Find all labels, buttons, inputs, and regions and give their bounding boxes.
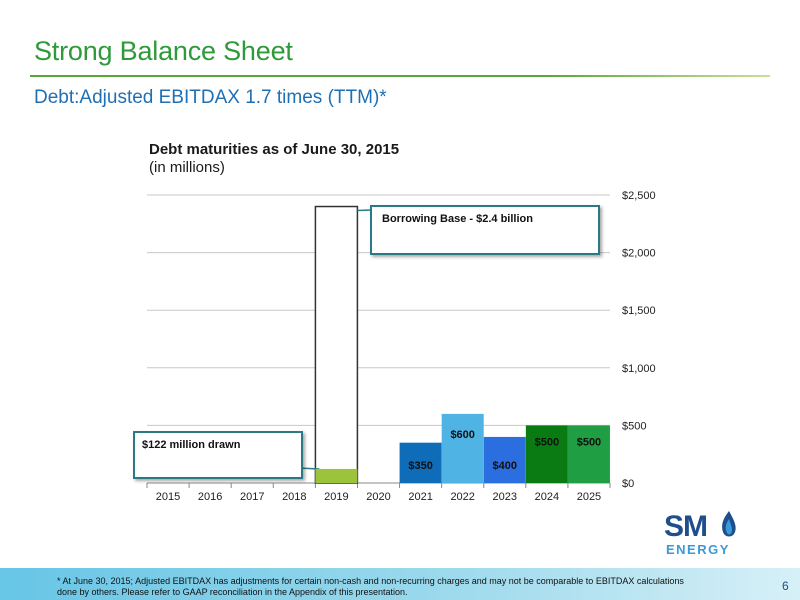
footer-bar [0,568,800,600]
data-label-2021: $350 [408,460,432,472]
y-tick-label: $1,500 [622,305,656,317]
y-tick-label: $1,000 [622,363,656,375]
y-tick-label: $2,000 [622,248,656,260]
flame-icon [722,511,736,537]
x-tick-label: 2019 [324,491,348,503]
x-tick-label: 2017 [240,491,264,503]
x-tick-label: 2018 [282,491,306,503]
chart-title: Debt maturities as of June 30, 2015 [149,141,400,158]
bar-2025 [567,425,610,483]
logo-sub-text: ENERGY [666,542,730,557]
x-tick-label: 2023 [493,491,517,503]
data-label-2024: $500 [535,437,559,449]
bar-2022 [441,413,484,483]
bar-2024 [525,425,568,483]
y-tick-label: $0 [622,478,634,490]
company-logo: SM ENERGY [660,510,740,560]
bar-2023 [483,436,526,483]
page-subtitle: Debt:Adjusted EBITDAX 1.7 times (TTM)* [34,87,387,108]
x-tick-label: 2016 [198,491,222,503]
x-tick-label: 2022 [450,491,474,503]
page-number: 6 [782,579,789,593]
data-label-2022: $600 [450,429,474,441]
bar-2019 [315,468,358,483]
title-rule [30,75,770,77]
borrowing-base-bar [314,205,359,484]
data-label-2023: $400 [493,460,517,472]
x-tick-label: 2020 [366,491,390,503]
drawn-amount-callout: $122 million drawn [133,431,303,479]
x-tick-label: 2021 [408,491,432,503]
borrowing-base-callout: Borrowing Base - $2.4 billion [370,205,600,255]
logo-main-text: SM [664,510,708,543]
x-tick-label: 2024 [535,491,559,503]
page-title: Strong Balance Sheet [34,36,293,66]
borrowing-base-label: Borrowing Base - $2.4 billion [382,213,533,225]
data-label-2025: $500 [577,437,601,449]
bar-2021 [399,442,442,483]
borrowing-base-connector [357,209,373,212]
drawn-amount-label: $122 million drawn [142,439,241,451]
x-tick-label: 2025 [577,491,601,503]
chart-subtitle: (in millions) [149,159,225,176]
footnote: * At June 30, 2015; Adjusted EBITDAX has… [57,576,684,597]
x-tick-label: 2015 [156,491,180,503]
y-tick-label: $2,500 [622,190,656,202]
y-tick-label: $500 [622,420,646,432]
